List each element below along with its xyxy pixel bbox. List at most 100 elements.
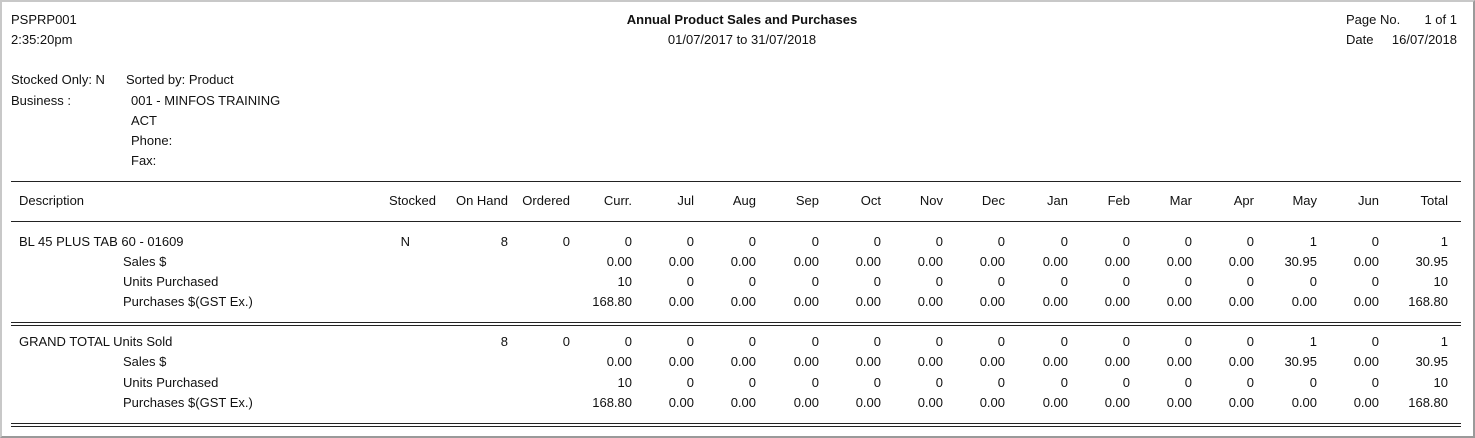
grand-total-purchases-curr: 168.80	[592, 395, 632, 410]
product-sales-jan: 0.00	[1042, 254, 1068, 269]
product-purchases-may: 0.00	[1291, 294, 1317, 309]
product-purchases-sep: 0.00	[793, 294, 819, 309]
column-header-may: May	[1292, 193, 1317, 208]
product-purchases-jul: 0.00	[668, 294, 694, 309]
product-units-purchased-jul: 0	[686, 274, 694, 289]
grand-total-units-sold-dec: 0	[997, 334, 1005, 349]
product-sales-label: Sales $	[123, 254, 167, 269]
grand-total-units-purchased-mar: 0	[1184, 375, 1192, 390]
business-fax-label: Fax:	[131, 153, 157, 168]
product-ordered: 0	[562, 234, 570, 249]
grand-total-purchases-apr: 0.00	[1228, 395, 1254, 410]
grand-total-on-hand: 8	[500, 334, 508, 349]
grand-total-units-sold-oct: 0	[873, 334, 881, 349]
grand-total-sales-jan: 0.00	[1042, 354, 1068, 369]
page-number-value: 1 of 1	[1424, 12, 1457, 27]
product-sales-may: 30.95	[1284, 254, 1317, 269]
grand-total-sales-aug: 0.00	[730, 354, 756, 369]
grand-total-units-sold-jun: 0	[1371, 334, 1379, 349]
grand-total-units-sold-aug: 0	[748, 334, 756, 349]
product-units-sold-feb: 0	[1122, 234, 1130, 249]
product-sales-apr: 0.00	[1228, 254, 1254, 269]
grand-total-purchases-jun: 0.00	[1353, 395, 1379, 410]
print-date-value: 16/07/2018	[1391, 32, 1457, 47]
product-units-purchased-total: 10	[1433, 274, 1448, 289]
product-units-sold-total: 1	[1440, 234, 1448, 249]
grand-total-sales-mar: 0.00	[1166, 354, 1192, 369]
report-time: 2:35:20pm	[11, 32, 73, 47]
product-sales-total: 30.95	[1415, 254, 1448, 269]
product-purchases-oct: 0.00	[855, 294, 881, 309]
grand-total-purchases-total: 168.80	[1408, 395, 1448, 410]
product-sales-feb: 0.00	[1104, 254, 1130, 269]
grand-total-units-sold-apr: 0	[1246, 334, 1254, 349]
grand-total-units-sold-nov: 0	[935, 334, 943, 349]
product-purchases-curr: 168.80	[592, 294, 632, 309]
product-units-sold-oct: 0	[873, 234, 881, 249]
grand-total-rule-bottom	[11, 325, 1461, 326]
grand-total-units-purchased-apr: 0	[1246, 375, 1254, 390]
print-date-label: Date	[1346, 32, 1374, 47]
grand-total-units-sold-total: 1	[1440, 334, 1448, 349]
product-sales-dec: 0.00	[979, 254, 1005, 269]
column-header-nov: Nov	[919, 193, 943, 208]
product-units-sold-apr: 0	[1246, 234, 1254, 249]
grand-total-purchases-sep: 0.00	[793, 395, 819, 410]
grand-total-purchases-label: Purchases $(GST Ex.)	[123, 395, 253, 410]
header-bottom-rule	[11, 221, 1461, 222]
product-purchases-jan: 0.00	[1042, 294, 1068, 309]
grand-total-sales-feb: 0.00	[1104, 354, 1130, 369]
product-name: BL 45 PLUS TAB 60 - 01609	[19, 234, 184, 249]
footer-rule-bottom	[11, 426, 1461, 427]
header-top-rule	[11, 181, 1461, 182]
grand-total-units-purchased-feb: 0	[1122, 375, 1130, 390]
product-sales-sep: 0.00	[793, 254, 819, 269]
column-header-ordered: Ordered	[522, 193, 570, 208]
product-stocked: N	[400, 234, 410, 249]
product-units-sold-may: 1	[1309, 234, 1317, 249]
product-units-sold-sep: 0	[811, 234, 819, 249]
product-units-purchased-dec: 0	[997, 274, 1005, 289]
column-header-sep: Sep	[795, 193, 819, 208]
product-purchases-aug: 0.00	[730, 294, 756, 309]
product-units-purchased-nov: 0	[935, 274, 943, 289]
column-header-total: Total	[1420, 193, 1448, 208]
product-purchases-feb: 0.00	[1104, 294, 1130, 309]
business-phone-label: Phone:	[131, 133, 173, 148]
product-purchases-nov: 0.00	[917, 294, 943, 309]
product-units-sold-nov: 0	[935, 234, 943, 249]
grand-total-units-purchased-jan: 0	[1060, 375, 1068, 390]
grand-total-rule-top	[11, 322, 1461, 323]
product-purchases-total: 168.80	[1408, 294, 1448, 309]
column-header-curr: Curr.	[603, 193, 632, 208]
column-header-on-hand: On Hand	[455, 193, 508, 208]
product-sales-curr: 0.00	[606, 254, 632, 269]
product-units-purchased-aug: 0	[748, 274, 756, 289]
product-units-purchased-curr: 10	[617, 274, 632, 289]
grand-total-units-sold-feb: 0	[1122, 334, 1130, 349]
grand-total-sales-may: 30.95	[1284, 354, 1317, 369]
page-number-label: Page No.	[1346, 12, 1401, 27]
column-header-oct: Oct	[860, 193, 881, 208]
grand-total-units-purchased-aug: 0	[748, 375, 756, 390]
grand-total-sales-jun: 0.00	[1353, 354, 1379, 369]
product-purchases-mar: 0.00	[1166, 294, 1192, 309]
product-sales-jun: 0.00	[1353, 254, 1379, 269]
product-units-sold-mar: 0	[1184, 234, 1192, 249]
column-header-jul: Jul	[677, 193, 694, 208]
report-date-range: 01/07/2017 to 31/07/2018	[667, 32, 817, 47]
product-units-purchased-jan: 0	[1060, 274, 1068, 289]
grand-total-units-purchased-jul: 0	[686, 375, 694, 390]
grand-total-purchases-mar: 0.00	[1166, 395, 1192, 410]
product-sales-aug: 0.00	[730, 254, 756, 269]
product-on-hand: 8	[500, 234, 508, 249]
column-header-jan: Jan	[1047, 193, 1068, 208]
column-header-apr: Apr	[1233, 193, 1254, 208]
column-header-mar: Mar	[1169, 193, 1192, 208]
grand-total-sales-nov: 0.00	[917, 354, 943, 369]
footer-rule-top	[11, 423, 1461, 424]
product-sales-nov: 0.00	[917, 254, 943, 269]
grand-total-sales-sep: 0.00	[793, 354, 819, 369]
grand-total-units-sold-sep: 0	[811, 334, 819, 349]
